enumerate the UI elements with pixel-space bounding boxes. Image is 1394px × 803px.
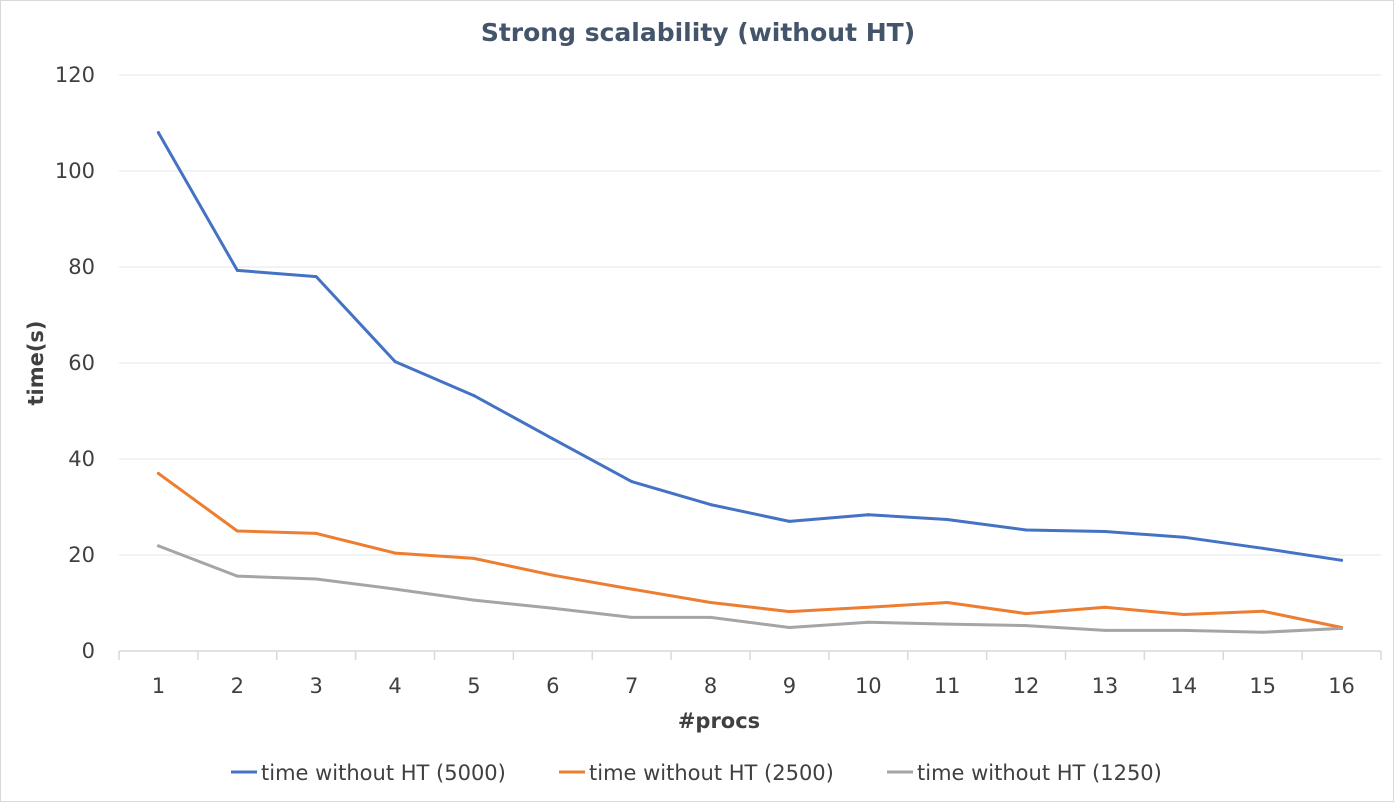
data-point [393,551,397,555]
data-point [630,587,634,591]
data-point [235,574,239,578]
x-tick-label: 5 [467,674,480,698]
y-tick-label: 120 [55,63,95,87]
x-tick-label: 1 [152,674,165,698]
data-point [866,605,870,609]
data-point [709,615,713,619]
x-tick-label: 10 [855,674,882,698]
data-point [709,601,713,605]
x-tick-label: 4 [388,674,401,698]
data-point [156,544,160,548]
x-axis-title: #procs [678,709,760,733]
legend-label: time without HT (5000) [261,761,506,785]
data-point [1182,628,1186,632]
x-tick-label: 2 [231,674,244,698]
x-tick-label: 3 [310,674,323,698]
data-point [1024,624,1028,628]
data-point [314,531,318,535]
data-point [1340,558,1344,562]
y-axis-ticks: 0 20 40 60 80 100 120 [55,63,95,663]
data-point [866,513,870,517]
data-point [551,437,555,441]
y-tick-label: 100 [55,159,95,183]
gridlines [118,74,1382,660]
data-point [787,625,791,629]
data-point [393,360,397,364]
x-tick-label: 6 [546,674,559,698]
data-point [472,598,476,602]
x-tick-label: 13 [1092,674,1119,698]
y-tick-label: 0 [82,639,95,663]
x-tick-label: 15 [1249,674,1276,698]
x-tick-label: 11 [934,674,961,698]
data-point [314,275,318,279]
x-tick-label: 12 [1013,674,1040,698]
data-point [156,131,160,135]
data-point [1182,535,1186,539]
y-tick-label: 40 [68,447,95,471]
data-point [156,471,160,475]
x-tick-label: 9 [783,674,796,698]
legend-item-1: time without HT (5000) [231,761,506,785]
data-point [1103,628,1107,632]
legend: time without HT (5000) time without HT (2… [231,761,1162,785]
data-point [1261,609,1265,613]
data-point [630,480,634,484]
data-point [1182,613,1186,617]
series-lines [156,131,1344,634]
legend-item-3: time without HT (1250) [887,761,1162,785]
chart-title: Strong scalability (without HT) [481,18,915,47]
data-point [945,517,949,521]
series-line-1 [156,131,1344,562]
data-point [709,503,713,507]
x-tick-label: 7 [625,674,638,698]
legend-item-2: time without HT (2500) [559,761,834,785]
data-point [787,610,791,614]
data-point [787,519,791,523]
data-point [1024,612,1028,616]
y-axis-title: time(s) [24,320,48,405]
data-point [945,601,949,605]
data-point [1261,546,1265,550]
data-point [1024,528,1028,532]
data-point [235,268,239,272]
x-tick-label: 16 [1328,674,1355,698]
data-point [551,573,555,577]
data-point [314,577,318,581]
data-point [1340,626,1344,630]
legend-label: time without HT (1250) [917,761,1162,785]
series-line-3 [156,544,1344,634]
data-point [1103,529,1107,533]
data-point [866,620,870,624]
x-tick-label: 8 [704,674,717,698]
legend-label: time without HT (2500) [589,761,834,785]
series-line-2 [156,471,1344,629]
x-tick-label: 14 [1170,674,1197,698]
data-point [472,394,476,398]
data-point [1261,630,1265,634]
data-point [393,587,397,591]
data-point [630,615,634,619]
data-point [235,529,239,533]
y-tick-label: 20 [68,543,95,567]
data-point [945,622,949,626]
data-point [472,556,476,560]
data-point [551,606,555,610]
x-axis-ticks: 1 2 3 4 5 6 7 8 9 10 11 12 13 14 15 16 [152,674,1355,698]
y-tick-label: 60 [68,351,95,375]
y-tick-label: 80 [68,255,95,279]
data-point [1103,605,1107,609]
